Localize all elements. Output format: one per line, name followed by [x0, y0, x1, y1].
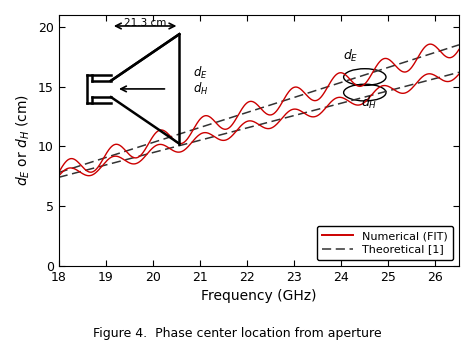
Text: $d_H$: $d_H$ — [193, 81, 209, 97]
Text: Figure 4.  Phase center location from aperture: Figure 4. Phase center location from ape… — [93, 327, 381, 340]
Y-axis label: $d_E$ or $d_H$ (cm): $d_E$ or $d_H$ (cm) — [15, 94, 32, 186]
X-axis label: Frequency (GHz): Frequency (GHz) — [201, 289, 317, 303]
Legend: Numerical (FIT), Theoretical [1]: Numerical (FIT), Theoretical [1] — [317, 226, 454, 260]
Text: 21.3 cm: 21.3 cm — [124, 17, 166, 28]
Text: $d_E$: $d_E$ — [343, 48, 358, 64]
Text: $d_H$: $d_H$ — [361, 95, 378, 111]
Text: $d_E$: $d_E$ — [193, 64, 208, 81]
